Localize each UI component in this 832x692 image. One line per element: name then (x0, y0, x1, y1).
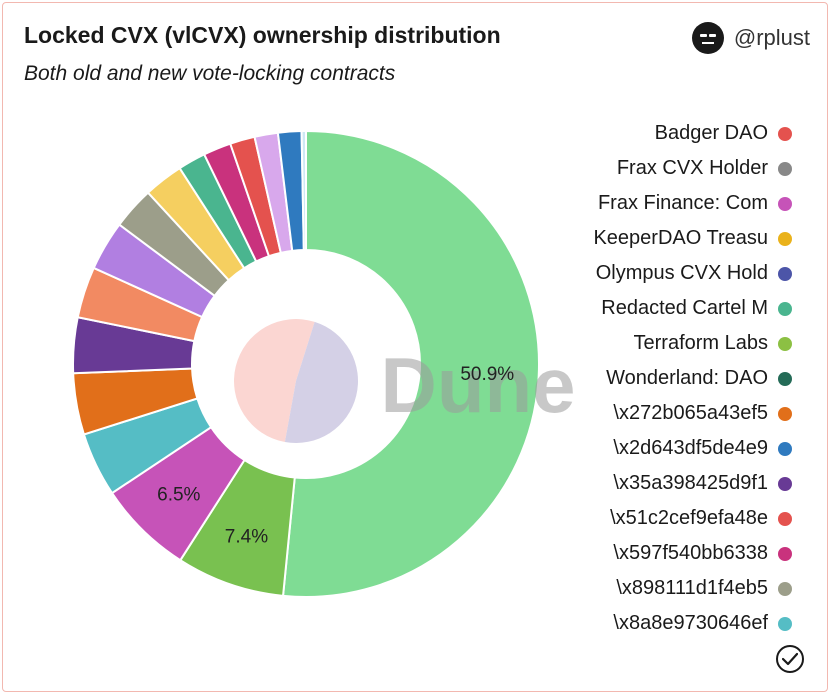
legend-swatch (778, 336, 792, 351)
legend-item[interactable]: \x8a8e9730646ef (560, 606, 792, 641)
legend-item[interactable]: Wonderland: DAO (560, 361, 792, 396)
legend-swatch (778, 616, 792, 631)
slice-label-2: 6.5% (157, 484, 200, 505)
legend-swatch (778, 371, 792, 386)
legend-item[interactable]: Frax Finance: Com (560, 186, 792, 221)
legend-swatch (778, 511, 792, 526)
slice-label-1: 7.4% (225, 526, 268, 547)
inner-pie-slice-1 (284, 321, 358, 443)
legend-swatch (778, 161, 792, 176)
user-avatar-icon (691, 22, 724, 54)
legend-label: \x35a398425d9f1 (613, 472, 768, 494)
author-name[interactable]: @rplust (733, 25, 810, 50)
legend-label: \x2d643df5de4e9 (613, 437, 768, 459)
legend-label: \x272b065a43ef5 (613, 402, 768, 424)
legend-swatch (778, 266, 792, 281)
legend-label: Terraform Labs (633, 332, 769, 354)
legend-item[interactable]: \x898111d1f4eb5 (560, 571, 792, 606)
legend-label: \x8a8e9730646ef (613, 612, 768, 634)
legend-label: Olympus CVX Hold (595, 262, 768, 284)
legend-label: KeeperDAO Treasu (593, 227, 768, 249)
legend-item[interactable]: \x35a398425d9f1 (560, 466, 792, 501)
legend-swatch (778, 196, 792, 211)
chart-subtitle: Both old and new vote-locking contracts (24, 62, 396, 85)
legend-swatch (778, 301, 792, 316)
legend-label: Wonderland: DAO (606, 367, 768, 389)
legend-item[interactable]: KeeperDAO Treasu (560, 221, 792, 256)
dune-watermark: Dune (381, 341, 576, 429)
legend-label: Redacted Cartel M (601, 297, 768, 319)
legend-swatch (778, 231, 792, 246)
legend-swatch (778, 126, 792, 141)
author-badge[interactable]: @rplust (691, 22, 810, 54)
donut-slice-15[interactable] (300, 129, 307, 252)
donut-slice-0[interactable] (281, 129, 540, 598)
legend-swatch (778, 406, 792, 421)
chart-legend: Badger DAO Frax CVX Holder Frax Finance: C… (560, 116, 792, 651)
legend-label: Frax CVX Holder (616, 157, 768, 179)
legend-item[interactable]: Badger DAO (560, 116, 792, 151)
legend-item[interactable]: \x51c2cef9efa48e (560, 501, 792, 536)
legend-item[interactable]: \x597f540bb6338 (560, 536, 792, 571)
legend-item[interactable]: \x272b065a43ef5 (560, 396, 792, 431)
legend-swatch (778, 441, 792, 456)
legend-label: Frax Finance: Com (597, 192, 768, 214)
check-circle-icon[interactable] (776, 645, 804, 673)
legend-item[interactable]: Olympus CVX Hold (560, 256, 792, 291)
legend-label: \x597f540bb6338 (613, 542, 768, 564)
chart-title: Locked CVX (vlCVX) ownership distributio… (24, 22, 501, 48)
legend-item[interactable]: Redacted Cartel M (560, 291, 792, 326)
legend-swatch (778, 476, 792, 491)
legend-label: Badger DAO (654, 122, 768, 144)
legend-item[interactable]: Frax CVX Holder (560, 151, 792, 186)
legend-label: \x51c2cef9efa48e (610, 507, 768, 529)
legend-swatch (778, 546, 792, 561)
legend-label: \x898111d1f4eb5 (616, 577, 768, 599)
inner-pie-slice-0 (233, 319, 315, 442)
slice-label-0: 50.9% (460, 364, 514, 385)
legend-item[interactable]: Terraform Labs (560, 326, 792, 361)
legend-item[interactable]: \x2d643df5de4e9 (560, 431, 792, 466)
legend-swatch (778, 581, 792, 596)
